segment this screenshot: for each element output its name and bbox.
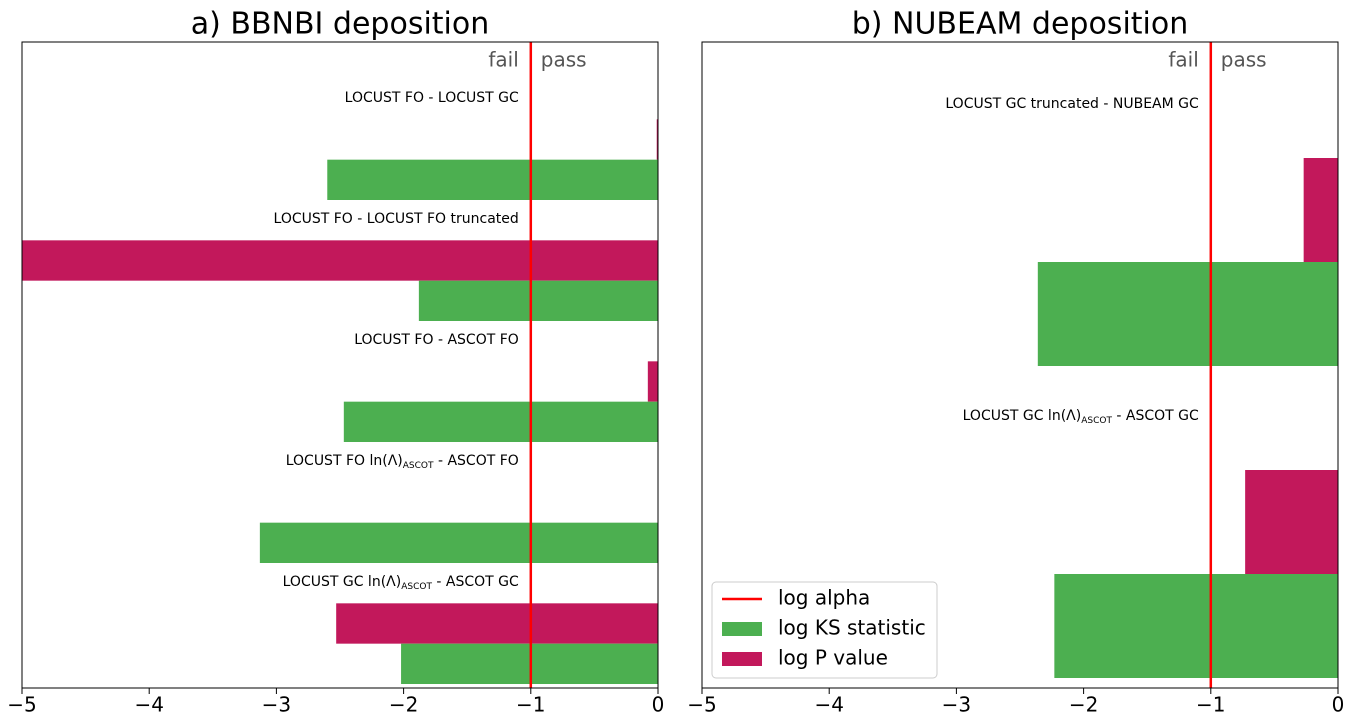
annotation-fail: fail — [1168, 48, 1198, 72]
x-tick-label: −3 — [942, 693, 971, 716]
category-label: LOCUST GC ln(Λ)ASCOT - ASCOT GC — [283, 574, 519, 592]
bar — [656, 119, 658, 160]
category-label: LOCUST GC ln(Λ)ASCOT - ASCOT GC — [963, 408, 1199, 426]
category-label: LOCUST FO - LOCUST GC — [345, 90, 519, 106]
category-label: LOCUST FO - LOCUST FO truncated — [274, 211, 519, 227]
category-label: LOCUST FO - ASCOT FO — [354, 332, 519, 348]
x-tick-label: −5 — [7, 693, 36, 716]
label-subscript: ASCOT — [401, 582, 432, 592]
legend-box — [711, 581, 938, 679]
x-tick-label: −4 — [814, 693, 843, 716]
x-tick-label: 0 — [1332, 693, 1345, 716]
bar — [1037, 262, 1338, 366]
bar — [259, 522, 658, 563]
legend-label: log P value — [778, 646, 888, 670]
axes-frame — [21, 41, 659, 689]
chart-title: a) BBNBI deposition — [191, 7, 490, 42]
bar — [327, 159, 658, 200]
legend-label: log alpha — [778, 586, 870, 610]
bar — [343, 401, 658, 442]
bar — [336, 603, 658, 644]
x-tick-label: −4 — [134, 693, 163, 716]
legend: log alpha log KS statistic log P value — [711, 581, 938, 679]
bar — [22, 240, 658, 281]
bar — [1054, 574, 1338, 678]
label-text: - ASCOT FO — [434, 453, 519, 469]
x-tick-label: −1 — [516, 693, 545, 716]
chart-title: b) NUBEAM deposition — [852, 7, 1189, 42]
label-subscript: ASCOT — [403, 461, 434, 471]
x-tick-label: −5 — [687, 693, 716, 716]
axes-frame — [701, 41, 1339, 689]
annotation-pass: pass — [541, 48, 587, 72]
x-tick-label: −2 — [1069, 693, 1098, 716]
legend-swatch — [722, 622, 762, 636]
label-text: LOCUST GC ln(Λ) — [963, 408, 1082, 424]
label-text: LOCUST FO ln(Λ) — [286, 453, 403, 469]
x-tick-label: 0 — [652, 693, 665, 716]
annotation-pass: pass — [1221, 48, 1267, 72]
bar — [647, 361, 658, 402]
label-text: LOCUST GC ln(Λ) — [283, 574, 402, 590]
x-tick-label: −1 — [1196, 693, 1225, 716]
label-subscript: ASCOT — [1081, 416, 1112, 426]
plot-area — [22, 119, 658, 684]
category-label: LOCUST FO ln(Λ)ASCOT - ASCOT FO — [286, 453, 519, 471]
label-text: - ASCOT GC — [432, 574, 519, 590]
bar — [1303, 158, 1338, 262]
annotation-fail: fail — [488, 48, 518, 72]
plot-area — [1037, 158, 1338, 678]
category-label: LOCUST GC truncated - NUBEAM GC — [945, 96, 1199, 112]
bar — [401, 643, 658, 684]
legend-swatch — [722, 652, 762, 666]
x-tick-label: −2 — [389, 693, 418, 716]
legend-label: log KS statistic — [778, 616, 926, 640]
bar — [1245, 470, 1338, 574]
label-text: - ASCOT GC — [1112, 408, 1199, 424]
x-tick-label: −3 — [262, 693, 291, 716]
bar — [418, 280, 658, 321]
